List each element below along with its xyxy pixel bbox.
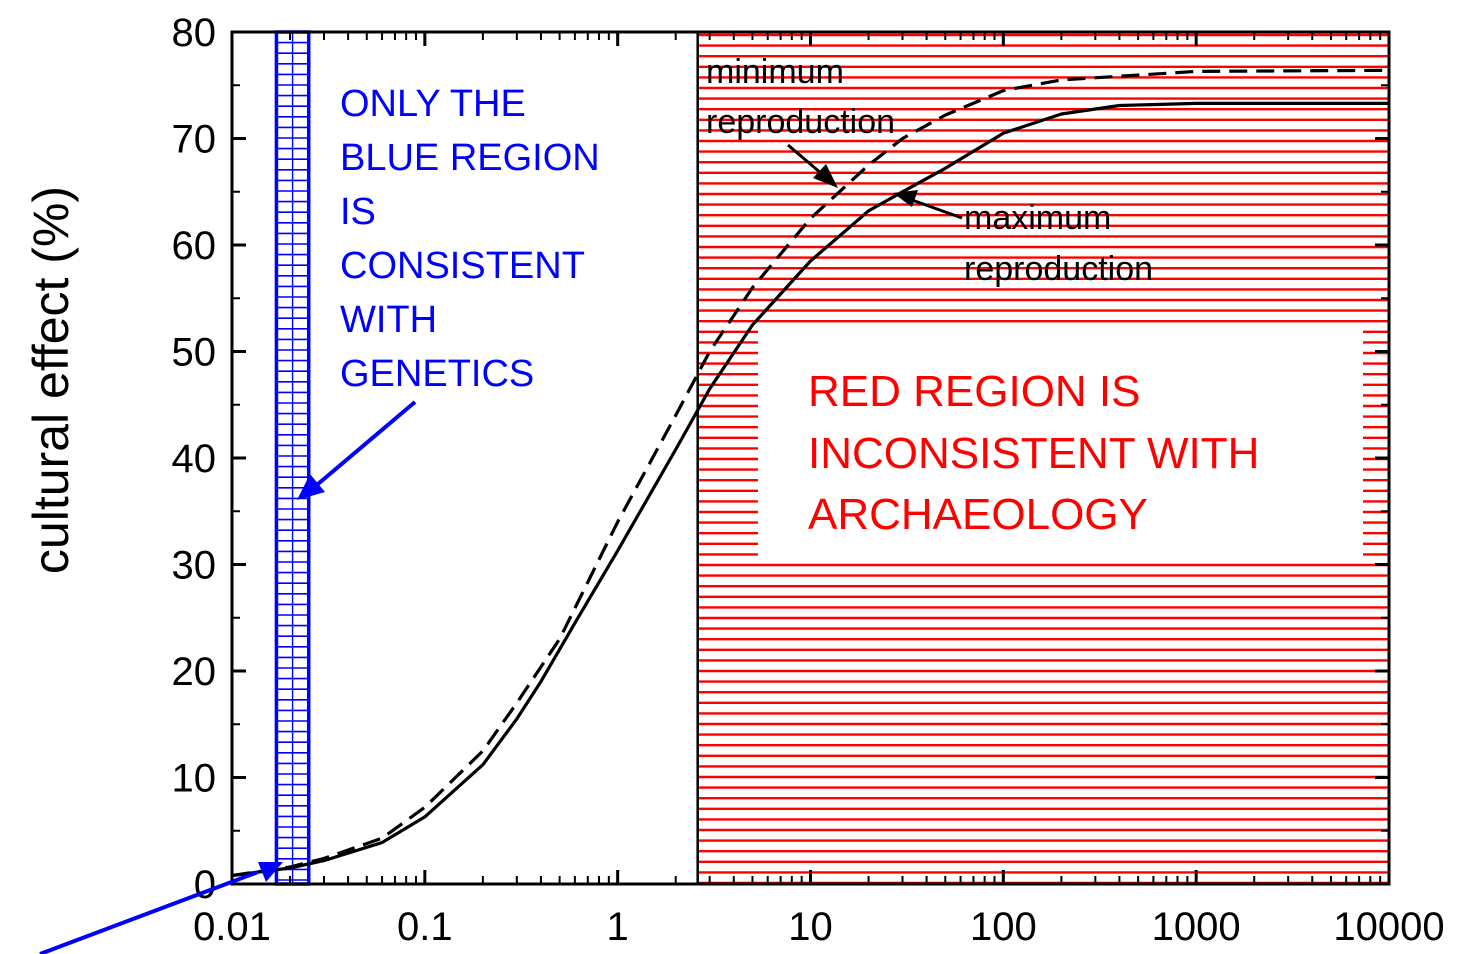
blue-text-line: GENETICS [340, 353, 534, 395]
maximum-arrow [893, 190, 963, 220]
blue-text-line: IS [340, 191, 376, 233]
blue-arrow-lower [39, 862, 283, 954]
y-tick-label: 10 [172, 757, 217, 801]
red-text-line: INCONSISTENT WITH [808, 429, 1259, 478]
minimum-arrow [787, 143, 838, 188]
blue-region-consistent-with-genetics [274, 30, 311, 886]
x-tick-label: 10 [788, 905, 833, 949]
red-annotation: RED REGION IS INCONSISTENT WITH ARCHAEOL… [808, 367, 1259, 539]
maximum-label-line: reproduction [964, 250, 1153, 288]
y-tick-label: 0 [194, 863, 216, 907]
y-tick-label: 40 [172, 437, 217, 481]
blue-text-line: CONSISTENT [340, 245, 585, 287]
red-text-line: ARCHAEOLOGY [808, 490, 1148, 539]
x-tick-label: 1 [607, 905, 629, 949]
minimum-label-line: minimum [706, 53, 844, 91]
y-tick-label: 60 [172, 224, 217, 268]
y-axis-title: cultural effect (%) [23, 186, 79, 574]
minimum-reproduction-label: minimum reproduction [706, 53, 895, 141]
y-tick-label: 20 [172, 650, 217, 694]
blue-arrow-upper [297, 400, 417, 500]
y-tick-label: 50 [172, 331, 217, 375]
x-tick-label: 1000 [1152, 905, 1241, 949]
minimum-reproduction-line [232, 68, 1389, 878]
minimum-label-line: reproduction [706, 103, 895, 141]
x-tick-label: 10000 [1333, 905, 1444, 949]
x-tick-label: 0.1 [397, 905, 453, 949]
maximum-label-line: maximum [964, 199, 1111, 237]
y-tick-label: 80 [172, 11, 217, 55]
y-tick-label: 30 [172, 544, 217, 588]
x-tick-label: 100 [970, 905, 1037, 949]
red-text-box [758, 330, 1363, 558]
red-text-line: RED REGION IS [808, 367, 1141, 416]
blue-text-line: ONLY THE [340, 83, 526, 125]
maximum-reproduction-label: maximum reproduction [964, 199, 1153, 288]
blue-annotation: ONLY THE BLUE REGION IS CONSISTENT WITH … [340, 83, 600, 395]
x-tick-label: 0.01 [193, 905, 271, 949]
blue-text-line: BLUE REGION [340, 137, 600, 179]
maximum-reproduction-line [232, 101, 1389, 878]
y-tick-label: 70 [172, 118, 217, 162]
blue-text-line: WITH [340, 299, 437, 341]
